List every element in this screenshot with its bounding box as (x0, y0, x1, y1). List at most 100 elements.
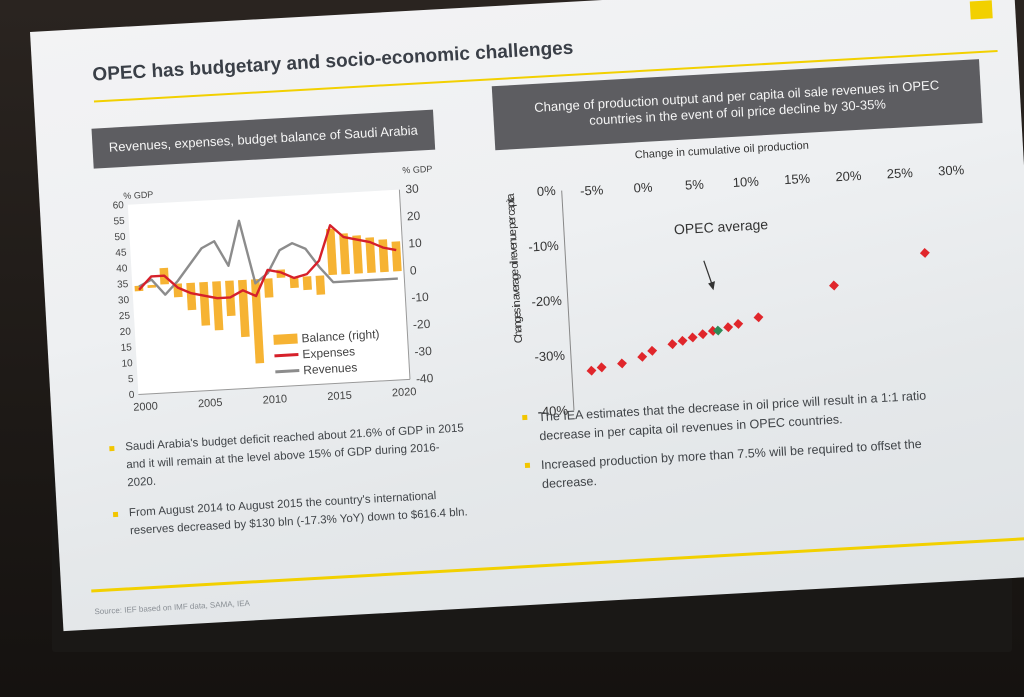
bullet-marker (112, 511, 119, 518)
scatter-y-axis-label: Changes in average oil revenue per capit… (505, 192, 525, 343)
right-tick-label: 10 (408, 236, 422, 251)
country-point (647, 345, 658, 356)
legend-label-balance: Balance (right) (301, 327, 380, 345)
country-point (677, 335, 688, 346)
legend-label-revenues: Revenues (303, 360, 358, 377)
balance-bar (250, 279, 265, 364)
balance-bar (378, 239, 389, 273)
left-tick-label: 55 (113, 216, 125, 228)
right-axis-line (398, 189, 411, 380)
legend-label-expenses: Expenses (302, 344, 355, 361)
opec-average-arrowhead (708, 281, 715, 291)
balance-bar (147, 284, 157, 288)
opec-production-scatter: Change in cumulative oil production -5% 0… (505, 140, 965, 420)
x-tick-label: 2000 (133, 400, 158, 413)
footer-divider (91, 537, 1024, 593)
right-tick-label: 0 (410, 263, 418, 277)
left-tick-label: 0 (129, 390, 136, 401)
left-bullet-1-text: Saudi Arabia's budget deficit reached ab… (124, 422, 465, 489)
balance-bar (212, 281, 224, 331)
scatter-x-tick-label: 30% (938, 162, 965, 178)
balance-bar (315, 275, 326, 295)
country-point (596, 362, 607, 373)
country-point (617, 358, 627, 369)
balance-bar (238, 279, 250, 338)
scatter-x-tick-label: 0% (633, 179, 653, 195)
scatter-y-tick-label: -10% (528, 238, 560, 255)
bullet-marker (109, 445, 115, 452)
scatter-x-tick-label: 20% (835, 168, 862, 184)
saudi-budget-chart: 0 5 10 15 20 25 30 35 40 45 50 55 60 -40 -30 -20 -10 0 10 2… (112, 164, 434, 414)
source-note: Source: IEF based on IMF data, SAMA, IEA (94, 598, 251, 617)
scatter-x-tick-label: 15% (784, 171, 811, 187)
chart-legend: Balance (right) Expenses Revenues (273, 327, 380, 377)
left-tick-label: 5 (128, 374, 135, 385)
scatter-y-tick-label: 0% (536, 183, 556, 199)
balance-bar (325, 228, 338, 276)
scatter-title: Change in cumulative oil production (634, 140, 809, 162)
expenses-line (138, 224, 397, 300)
country-point (637, 351, 648, 362)
right-tick-label: -20 (413, 317, 431, 332)
bullet-marker (524, 462, 531, 469)
revenues-line (138, 219, 398, 296)
balance-bar (302, 276, 312, 291)
balance-bar (199, 281, 211, 326)
country-point (723, 322, 734, 333)
left-axis-label: % GDP (123, 189, 154, 201)
balance-bar (263, 278, 274, 298)
scatter-x-tick-label: 25% (886, 165, 913, 181)
scatter-x-tick-label: 10% (732, 174, 759, 190)
left-tick-label: 30 (118, 295, 130, 307)
right-tick-label: -10 (411, 290, 429, 305)
scatter-x-tick-label: -5% (580, 182, 604, 198)
legend-swatch-revenues (275, 368, 300, 374)
right-tick-label: 30 (405, 182, 419, 197)
left-bullet-2-text: From August 2014 to August 2015 the coun… (128, 490, 469, 537)
scatter-x-tick-label: 5% (685, 177, 705, 193)
legend-swatch-expenses (274, 353, 299, 358)
country-point (667, 339, 678, 350)
right-tick-label: -30 (414, 344, 432, 359)
left-tick-label: 60 (112, 200, 124, 212)
right-tick-label: 20 (406, 209, 420, 224)
left-tick-label: 40 (116, 263, 128, 275)
country-point (919, 247, 930, 258)
x-tick-label: 2005 (198, 397, 223, 410)
balance-bar (352, 235, 363, 274)
country-point (586, 365, 597, 376)
country-point (697, 329, 708, 340)
left-tick-label: 25 (119, 311, 131, 323)
left-tick-label: 20 (119, 326, 131, 338)
x-tick-label: 2015 (327, 390, 352, 403)
x-tick-label: 2020 (392, 386, 417, 399)
left-tick-label: 45 (115, 247, 127, 259)
balance-bar (365, 237, 376, 273)
presentation-slide: OPEC has budgetary and socio-economic ch… (30, 0, 1024, 632)
x-axis-line (138, 378, 411, 396)
bullet-marker (522, 414, 528, 421)
company-logo-icon (969, 0, 993, 20)
left-tick-label: 50 (114, 232, 126, 244)
country-point (733, 318, 744, 329)
scatter-y-axis-line (561, 190, 575, 411)
balance-bar (391, 241, 402, 272)
x-tick-label: 2010 (262, 393, 287, 406)
scatter-y-tick-label: -20% (531, 293, 563, 310)
opec-average-point (713, 325, 723, 336)
country-point (687, 332, 698, 343)
balance-bar (186, 282, 197, 311)
scatter-y-axis-label-line1: Changes in average oil revenue per capit… (505, 192, 525, 343)
left-bullet-1: Saudi Arabia's budget deficit reached ab… (109, 420, 467, 492)
balance-bar (339, 233, 350, 275)
opec-average-annotation: OPEC average (674, 216, 769, 237)
right-bullet-2-text: Increased production by more than 7.5% w… (540, 436, 923, 492)
country-point (829, 280, 839, 291)
left-bullet-2: From August 2014 to August 2015 the coun… (112, 486, 470, 541)
legend-swatch-balance (273, 333, 298, 345)
scatter-y-tick-label: -40% (537, 403, 569, 420)
country-point (753, 312, 764, 323)
right-axis-label: % GDP (402, 164, 433, 176)
right-tick-label: -40 (416, 371, 434, 386)
balance-bar (289, 276, 299, 289)
